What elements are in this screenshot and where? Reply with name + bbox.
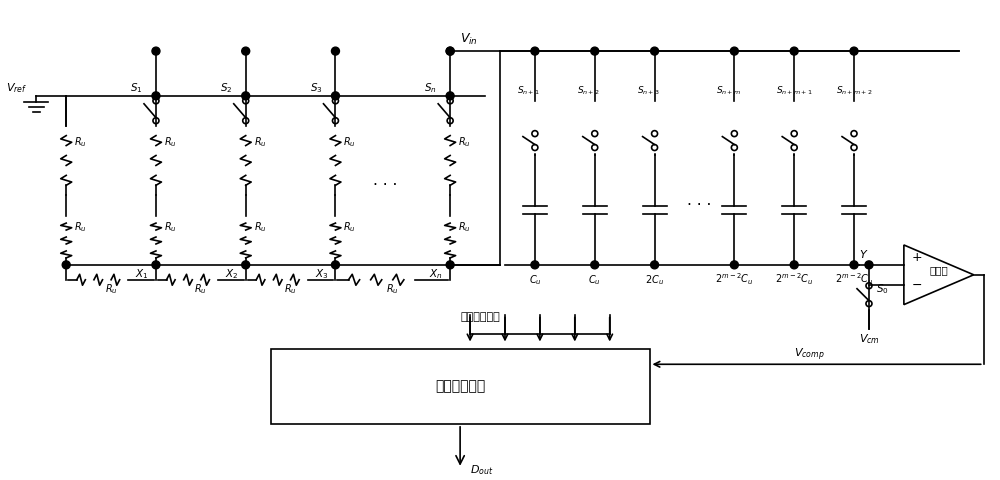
- Text: +: +: [912, 251, 922, 264]
- Circle shape: [242, 92, 250, 100]
- Circle shape: [850, 47, 858, 55]
- Circle shape: [152, 92, 160, 100]
- Circle shape: [531, 47, 539, 55]
- Text: $S_1$: $S_1$: [130, 81, 143, 95]
- Text: −: −: [912, 279, 922, 292]
- Circle shape: [331, 92, 339, 100]
- Text: $2^{m-2}C_u$: $2^{m-2}C_u$: [715, 271, 754, 287]
- Bar: [271, 349, 650, 424]
- Text: $S_{n+3}$: $S_{n+3}$: [637, 85, 660, 97]
- Text: $R_u$: $R_u$: [164, 135, 177, 149]
- Text: 比较器: 比较器: [929, 265, 948, 275]
- Text: $V_{cm}$: $V_{cm}$: [859, 333, 879, 346]
- Text: $S_{n+m+2}$: $S_{n+m+2}$: [836, 85, 873, 97]
- Text: $V_{in}$: $V_{in}$: [460, 32, 478, 47]
- Text: $R_u$: $R_u$: [164, 220, 177, 234]
- Text: $C_u$: $C_u$: [588, 273, 601, 287]
- Text: $D_{out}$: $D_{out}$: [470, 464, 494, 478]
- Circle shape: [651, 261, 659, 269]
- Text: $V_{ref}$: $V_{ref}$: [6, 81, 28, 95]
- Text: $R_u$: $R_u$: [386, 283, 399, 297]
- Circle shape: [531, 261, 539, 269]
- Text: $S_3$: $S_3$: [310, 81, 322, 95]
- Circle shape: [331, 47, 339, 55]
- Text: $2^{m-2}C_u$: $2^{m-2}C_u$: [835, 271, 873, 287]
- Circle shape: [152, 261, 160, 269]
- Text: . . .: . . .: [373, 173, 398, 188]
- Text: $R_u$: $R_u$: [105, 283, 117, 297]
- Text: $S_n$: $S_n$: [424, 81, 437, 95]
- Text: $C_u$: $C_u$: [529, 273, 541, 287]
- Text: $2C_u$: $2C_u$: [645, 273, 664, 287]
- Circle shape: [790, 261, 798, 269]
- Text: $X_1$: $X_1$: [135, 267, 149, 281]
- Circle shape: [790, 47, 798, 55]
- Text: $S_{n+m+1}$: $S_{n+m+1}$: [776, 85, 813, 97]
- Text: $R_u$: $R_u$: [458, 135, 471, 149]
- Circle shape: [446, 47, 454, 55]
- Circle shape: [242, 261, 250, 269]
- Text: $X_2$: $X_2$: [225, 267, 239, 281]
- Text: $S_2$: $S_2$: [220, 81, 233, 95]
- Circle shape: [730, 261, 738, 269]
- Text: 数字逻辑模块: 数字逻辑模块: [435, 380, 485, 394]
- Text: $2^{m-2}C_u$: $2^{m-2}C_u$: [775, 271, 814, 287]
- Text: $R_u$: $R_u$: [284, 283, 297, 297]
- Text: $R_u$: $R_u$: [74, 220, 87, 234]
- Text: $X_3$: $X_3$: [315, 267, 328, 281]
- Text: . . .: . . .: [687, 193, 712, 208]
- Circle shape: [591, 261, 599, 269]
- Circle shape: [152, 47, 160, 55]
- Circle shape: [446, 47, 454, 55]
- Text: $R_u$: $R_u$: [458, 220, 471, 234]
- Circle shape: [446, 92, 454, 100]
- Text: $R_u$: $R_u$: [194, 283, 207, 297]
- Text: $R_u$: $R_u$: [343, 135, 356, 149]
- Text: 开关控制信号: 开关控制信号: [460, 312, 500, 322]
- Text: $R_u$: $R_u$: [74, 135, 87, 149]
- Text: $V_{comp}$: $V_{comp}$: [794, 347, 825, 363]
- Text: $X_n$: $X_n$: [429, 267, 443, 281]
- Text: $R_u$: $R_u$: [254, 220, 266, 234]
- Circle shape: [62, 261, 70, 269]
- Circle shape: [591, 47, 599, 55]
- Text: $S_{n+2}$: $S_{n+2}$: [577, 85, 600, 97]
- Text: $Y$: $Y$: [859, 248, 869, 260]
- Circle shape: [651, 47, 659, 55]
- Text: $R_u$: $R_u$: [254, 135, 266, 149]
- Text: $R_u$: $R_u$: [343, 220, 356, 234]
- Circle shape: [850, 261, 858, 269]
- Text: $S_0$: $S_0$: [876, 283, 889, 297]
- Circle shape: [446, 261, 454, 269]
- Text: $S_{n+1}$: $S_{n+1}$: [517, 85, 540, 97]
- Circle shape: [730, 47, 738, 55]
- Circle shape: [865, 261, 873, 269]
- Circle shape: [242, 47, 250, 55]
- Circle shape: [331, 261, 339, 269]
- Text: $S_{n+m}$: $S_{n+m}$: [716, 85, 742, 97]
